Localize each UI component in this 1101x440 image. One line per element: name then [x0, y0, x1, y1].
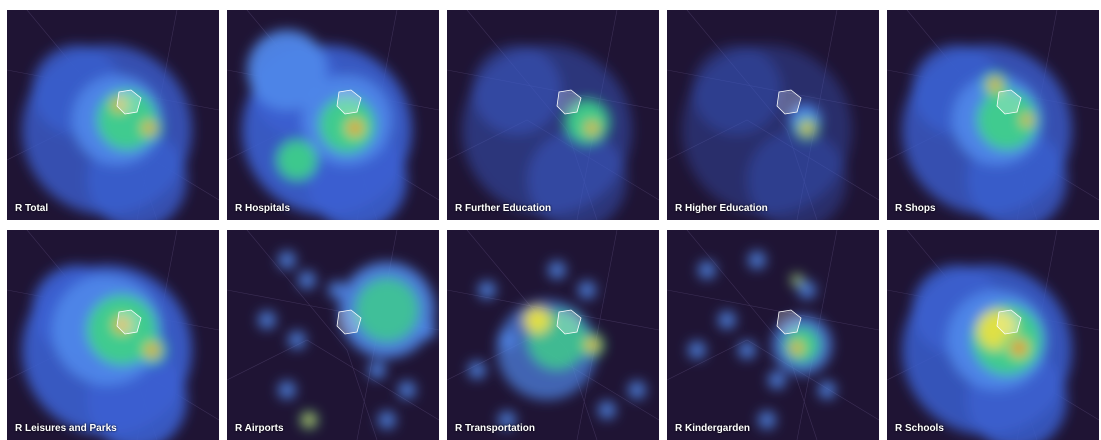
district-outline — [996, 89, 1022, 115]
heat-blob — [368, 361, 386, 379]
panel-label: R Higher Education — [675, 203, 768, 214]
heat-blob — [977, 90, 1037, 150]
heat-blob — [468, 361, 486, 379]
district-outline — [556, 89, 582, 115]
map-panel: R Airports — [227, 230, 439, 440]
heat-blob — [115, 101, 123, 109]
panel-label: R Hospitals — [235, 203, 291, 214]
map-panel: R Hospitals — [227, 10, 439, 220]
panel-label: R Further Education — [455, 203, 552, 214]
district-outline — [116, 89, 142, 115]
heat-blob — [548, 261, 566, 279]
heat-blob — [578, 281, 596, 299]
heatmap — [7, 230, 219, 440]
heatmap — [447, 10, 659, 220]
heat-blob — [991, 81, 999, 89]
heat-blob — [355, 278, 419, 342]
heat-blob — [598, 401, 616, 419]
heat-blob — [478, 281, 496, 299]
heatmap — [227, 10, 439, 220]
heat-blob — [588, 341, 596, 349]
heat-blob — [692, 45, 782, 135]
heat-blob — [527, 130, 627, 220]
map-panel: R Schools — [887, 230, 1099, 440]
heatmap — [887, 230, 1099, 440]
district-outline — [996, 309, 1022, 335]
heat-blob — [793, 344, 801, 352]
heat-blob — [628, 381, 646, 399]
panel-label: R Schools — [895, 423, 944, 434]
heat-blob — [145, 124, 153, 132]
heat-blob — [818, 381, 836, 399]
heat-blob — [738, 341, 756, 359]
panel-label: R Transportation — [455, 423, 536, 434]
heat-blob — [147, 345, 157, 355]
map-panel: R Total — [7, 10, 219, 220]
district-outline — [336, 89, 362, 115]
heat-blob — [349, 122, 361, 134]
map-panel: R Transportation — [447, 230, 659, 440]
heat-blob — [768, 371, 786, 389]
map-panel: R Leisures and Parks — [7, 230, 219, 440]
heat-blob — [1023, 116, 1031, 124]
heat-blob — [698, 261, 716, 279]
heat-blob — [758, 411, 776, 429]
panel-label: R Airports — [235, 423, 284, 434]
map-panel: R Higher Education — [667, 10, 879, 220]
district-outline — [556, 309, 582, 335]
map-panel: R Shops — [887, 10, 1099, 220]
heatmap — [667, 230, 879, 440]
heat-blob — [688, 341, 706, 359]
heatmap — [447, 230, 659, 440]
heat-blob — [378, 411, 396, 429]
heat-blob — [298, 271, 316, 289]
heat-blob — [306, 417, 312, 423]
heat-blob — [328, 281, 346, 299]
heat-blob — [398, 381, 416, 399]
heat-blob — [277, 140, 317, 180]
heat-blob — [747, 130, 847, 220]
panel-label: R Kindergarden — [675, 423, 751, 434]
panel-label: R Total — [15, 203, 49, 214]
heat-blob — [588, 124, 596, 132]
heat-blob — [288, 331, 306, 349]
heat-blob — [798, 281, 816, 299]
heat-blob — [718, 311, 736, 329]
heatmap — [887, 10, 1099, 220]
panel-label: R Shops — [895, 203, 936, 214]
heat-blob — [803, 124, 811, 132]
district-outline — [776, 89, 802, 115]
heat-blob — [247, 30, 327, 110]
heat-blob — [258, 311, 276, 329]
district-outline — [776, 309, 802, 335]
heat-blob — [278, 251, 296, 269]
heatmap — [227, 230, 439, 440]
heat-blob — [278, 381, 296, 399]
heat-blob — [117, 320, 127, 330]
heatmap — [7, 10, 219, 220]
heat-blob — [795, 278, 799, 282]
heat-blob — [498, 411, 516, 429]
heatmap — [667, 10, 879, 220]
map-panel: R Further Education — [447, 10, 659, 220]
heat-blob — [523, 306, 551, 334]
map-panel: R Kindergarden — [667, 230, 879, 440]
heat-blob — [1013, 342, 1025, 354]
district-outline — [336, 309, 362, 335]
heat-blob — [748, 251, 766, 269]
district-outline — [116, 309, 142, 335]
heat-blob — [472, 45, 562, 135]
panel-label: R Leisures and Parks — [15, 423, 117, 434]
